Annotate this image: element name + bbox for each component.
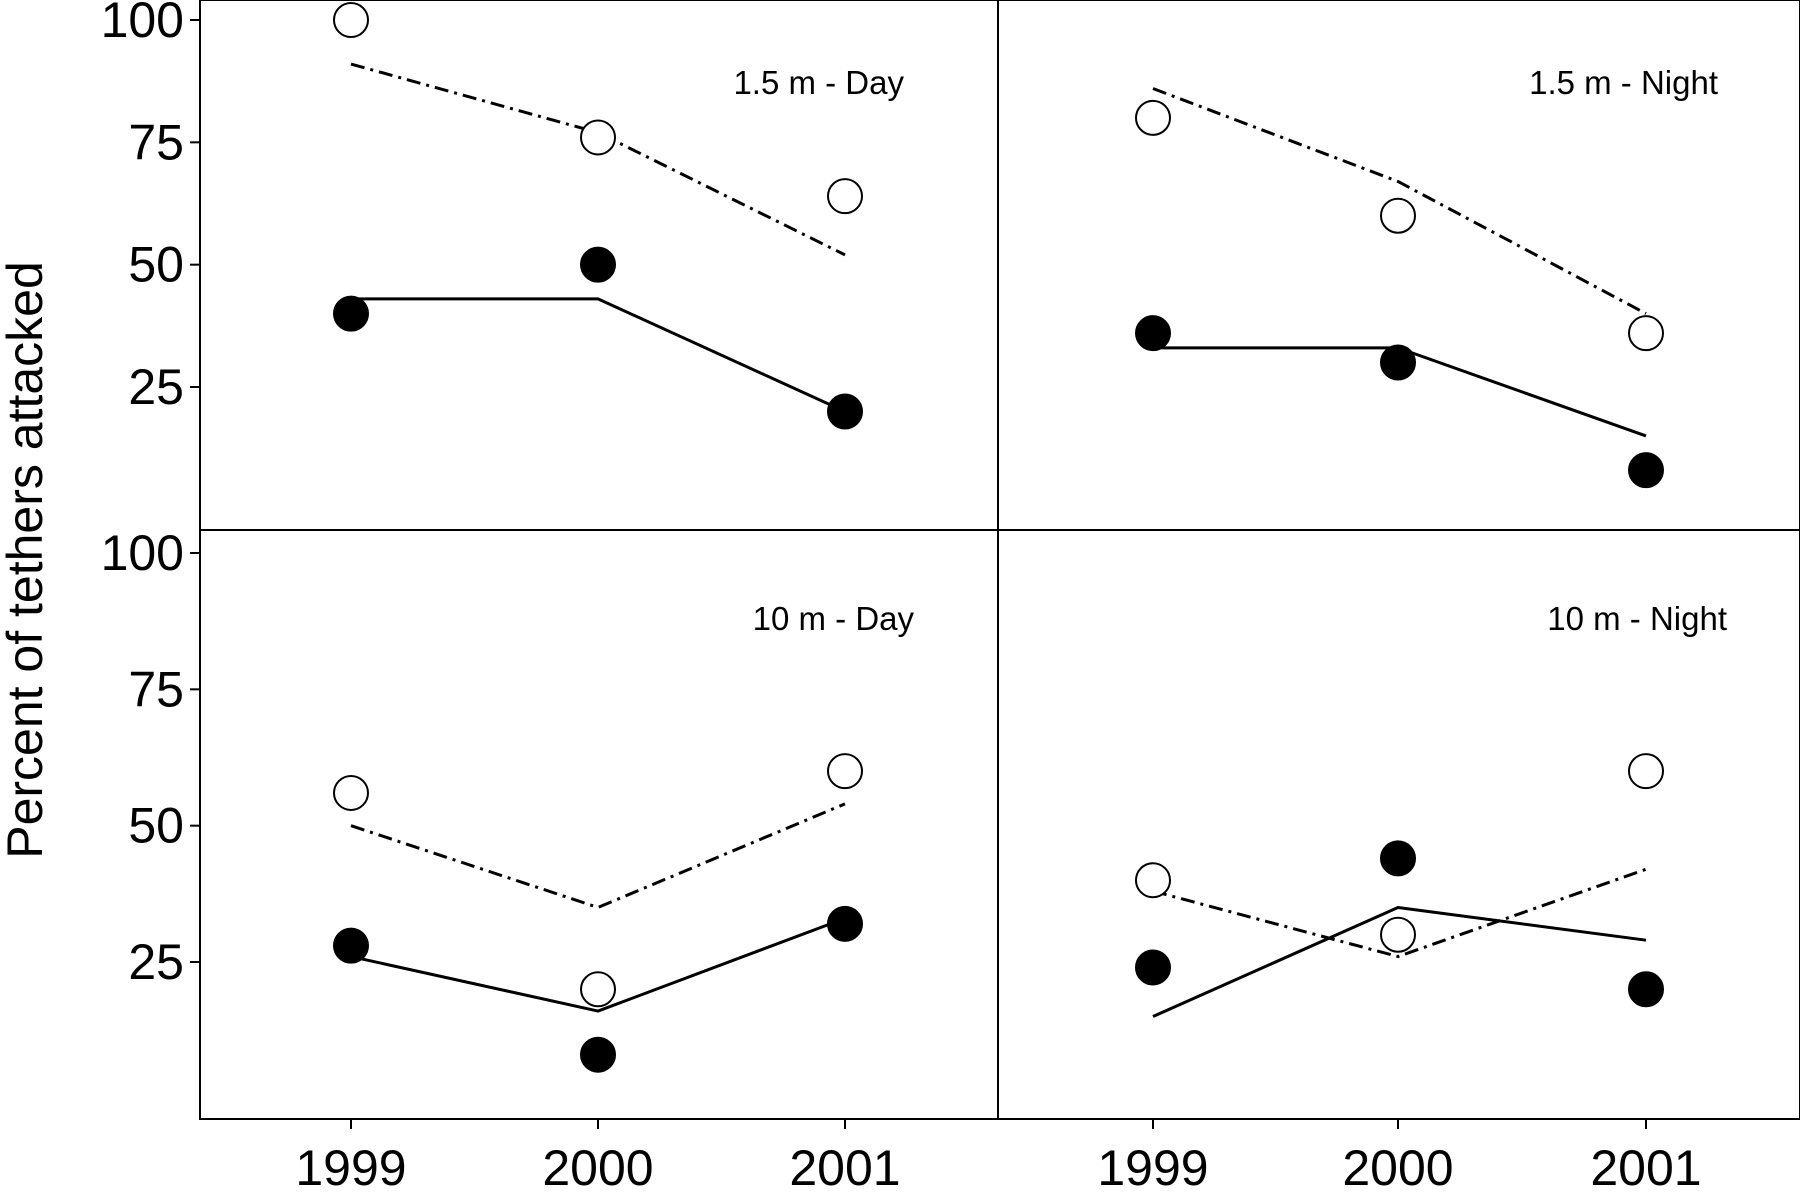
y-axis-title: Percent of tethers attacked xyxy=(0,261,53,859)
panel-1: 25 50 75 100 1.5 m - Day xyxy=(101,0,999,531)
y-tick-label: 75 xyxy=(128,114,184,170)
y-tick-label: 50 xyxy=(128,237,184,293)
fitted-line-solid xyxy=(351,297,846,413)
x-tick-label: 2001 xyxy=(789,1140,900,1195)
open-point xyxy=(1628,315,1664,352)
y-tick-label: 25 xyxy=(128,934,184,990)
x-tick-label: 1999 xyxy=(295,1140,406,1195)
panel-label: 1.5 m - Night xyxy=(1529,64,1718,101)
fitted-line-dashdot xyxy=(350,802,846,909)
open-point xyxy=(333,774,369,811)
open-point xyxy=(333,2,369,38)
filled-point xyxy=(827,905,863,942)
y-tick-label: 25 xyxy=(128,359,184,415)
fitted-line-solid xyxy=(1152,905,1647,1018)
open-point xyxy=(827,178,863,215)
x-tick-label: 2000 xyxy=(1342,1140,1453,1195)
filled-point xyxy=(333,295,369,332)
panel-3: 25 50 75 100 1999 2000 2001 10 m - Day xyxy=(101,525,999,1195)
fitted-line-solid xyxy=(350,916,846,1013)
open-point xyxy=(580,119,616,156)
filled-point xyxy=(1628,971,1664,1008)
open-point xyxy=(827,753,863,790)
fitted-line-dashdot xyxy=(350,62,846,257)
open-point xyxy=(1135,862,1171,899)
open-point xyxy=(1628,753,1664,790)
open-point xyxy=(1380,197,1416,234)
filled-point xyxy=(1135,315,1171,352)
filled-point xyxy=(580,246,616,283)
y-tick-label: 75 xyxy=(128,661,184,717)
panel-label: 1.5 m - Day xyxy=(733,64,904,101)
open-point xyxy=(580,971,616,1008)
filled-point xyxy=(1380,344,1416,381)
filled-point xyxy=(1135,949,1171,986)
y-tick-label: 100 xyxy=(101,525,184,581)
x-tick-label: 2000 xyxy=(542,1140,653,1195)
chart-panels: 25 50 75 100 1.5 m - Day 1.5 m - Night 25 50 75 1… xyxy=(101,0,1800,1195)
filled-point xyxy=(1380,840,1416,877)
panel-label: 10 m - Night xyxy=(1547,600,1727,637)
open-point xyxy=(1135,99,1171,136)
y-tick-label: 100 xyxy=(101,0,184,48)
fitted-line-dashdot xyxy=(1152,87,1647,315)
filled-point xyxy=(580,1036,616,1073)
panel-4: 1999 2000 2001 10 m - Night xyxy=(997,529,1800,1195)
filled-point xyxy=(1628,452,1664,489)
panel-label: 10 m - Day xyxy=(753,600,915,637)
open-point xyxy=(1380,916,1416,953)
filled-point xyxy=(333,927,369,964)
x-tick-label: 1999 xyxy=(1097,1140,1208,1195)
y-tick-label: 50 xyxy=(128,798,184,854)
x-tick-label: 2001 xyxy=(1590,1140,1701,1195)
fitted-line-dashdot xyxy=(1152,867,1647,959)
filled-point xyxy=(827,393,863,430)
